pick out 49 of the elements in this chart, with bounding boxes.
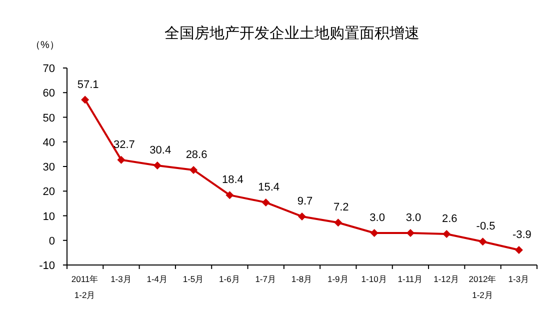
y-tick-label: 20 [42, 186, 55, 198]
x-tick-label: 1-4月 [146, 274, 168, 284]
x-tick-label: 1-7月 [255, 274, 276, 284]
y-tick-label: 10 [42, 210, 55, 223]
x-tick-label: 1-11月 [398, 274, 424, 284]
point [226, 191, 234, 200]
x-tick-label: 1-6月 [219, 274, 240, 284]
point [478, 238, 487, 246]
y-tick-label: 0 [48, 235, 55, 248]
y-tick-label: -10 [39, 260, 55, 272]
data-label: 57.1 [77, 78, 99, 91]
x-tick-label: 2011年 1-2月 [71, 274, 99, 300]
data-label: 30.4 [150, 144, 172, 157]
y-tick-label: 50 [42, 112, 55, 124]
point [298, 212, 306, 220]
data-label: -0.5 [476, 220, 496, 233]
x-tick-label: 1-8月 [291, 274, 313, 284]
point [370, 228, 378, 237]
chart-title: 全国房地产开发企业土地购置面积增速 [164, 25, 420, 42]
x-tick-label: 1-10月 [361, 274, 388, 284]
point [190, 166, 198, 174]
data-label: 7.2 [334, 202, 349, 214]
y-tick-label: 70 [42, 63, 55, 75]
data-label: 3.0 [370, 212, 385, 224]
data-label: 18.4 [222, 174, 244, 186]
data-label: 2.6 [442, 212, 458, 225]
data-label: 9.7 [297, 195, 313, 208]
data-label: 28.6 [186, 148, 208, 161]
point [442, 230, 451, 238]
point [153, 162, 162, 170]
y-tick-label: 30 [42, 162, 55, 174]
x-tick-label: 1-9月 [328, 274, 349, 284]
x-tick-label: 1-5月 [182, 274, 204, 284]
point [81, 96, 90, 104]
x-tick-label: 2012年 1-2月 [468, 274, 497, 300]
x-tick-label: 1-3月 [110, 274, 132, 284]
point [514, 246, 523, 254]
data-label: -3.9 [512, 228, 532, 241]
y-tick-label: 40 [42, 136, 55, 149]
point [262, 198, 270, 206]
y-tick-label: 60 [42, 88, 55, 100]
x-tick-label: 1-12月 [434, 274, 460, 284]
data-label: 3.0 [406, 212, 422, 224]
data-label: 15.4 [258, 181, 280, 194]
data-label: 32.7 [114, 138, 135, 151]
point [334, 218, 342, 227]
y-axis-title: （%） [30, 40, 60, 51]
x-tick-label: 1-3月 [508, 274, 530, 284]
point [117, 156, 126, 164]
